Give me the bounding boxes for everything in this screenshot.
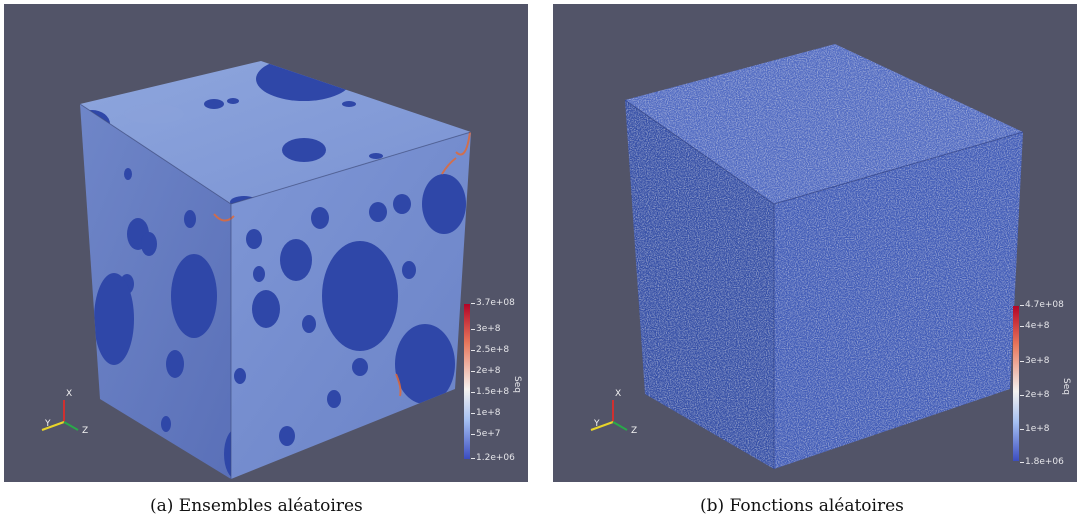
axis-z-label-b: Z [631, 426, 638, 436]
colorbar-a-title: Seq [512, 376, 522, 393]
colorbar-a-tick: 3e+8 [471, 324, 501, 334]
colorbar-a-tick: 2e+8 [471, 366, 501, 376]
colorbar-b-tick: 1.8e+06 [1020, 457, 1064, 467]
colorbar-b-tick: 4.7e+08 [1020, 300, 1064, 310]
colorbar-b-tick: 2e+8 [1020, 390, 1050, 400]
colorbar-a-tick: 5e+7 [471, 429, 501, 439]
colorbar-a-tick: 1.5e+8 [470, 387, 510, 397]
colorbar-a-tick: 1.2e+06 [471, 453, 515, 463]
caption-random-functions: (b) Fonctions aléatoires [700, 496, 904, 516]
caption-random-sets: (a) Ensembles aléatoires [150, 496, 363, 516]
orientation-axes-a: X Y Z [30, 384, 100, 444]
render-panel-random-functions: 4.7e+08 4e+8 3e+8 2e+8 1e+8 1.8e+06 Seq … [553, 4, 1077, 482]
axis-x-label-b: X [615, 389, 622, 399]
axis-y-label-a: Y [45, 419, 51, 429]
colorbar-a-tick: 2.5e+8 [470, 345, 510, 355]
colorbar-b-tick: 3e+8 [1020, 356, 1050, 366]
colorbar-b-ticks: 4.7e+08 4e+8 3e+8 2e+8 1e+8 1.8e+06 [1020, 300, 1075, 467]
colorbar-a-tick: 1e+8 [471, 408, 501, 418]
colorbar-b-tick: 1e+8 [1020, 424, 1050, 434]
axis-y-label-b: Y [594, 419, 600, 429]
colorbar-a [464, 304, 470, 459]
colorbar-b-title: Seq [1061, 378, 1071, 395]
axis-x-label-a: X [66, 389, 73, 399]
axis-z-label-a: Z [82, 426, 89, 436]
render-panel-random-sets: 3.7e+08 3e+8 2.5e+8 2e+8 1.5e+8 1e+8 5e+… [4, 4, 528, 482]
colorbar-b [1013, 306, 1019, 461]
cube-render-random-sets [79, 61, 472, 479]
cube-left-face [80, 104, 231, 479]
cube-render-random-functions [624, 44, 1024, 469]
orientation-axes-b: X Y Z [579, 384, 649, 444]
colorbar-b-tick: 4e+8 [1020, 321, 1050, 331]
colorbar-a-tick: 3.7e+08 [471, 298, 515, 308]
colorbar-a-ticks: 3.7e+08 3e+8 2.5e+8 2e+8 1.5e+8 1e+8 5e+… [470, 298, 526, 463]
